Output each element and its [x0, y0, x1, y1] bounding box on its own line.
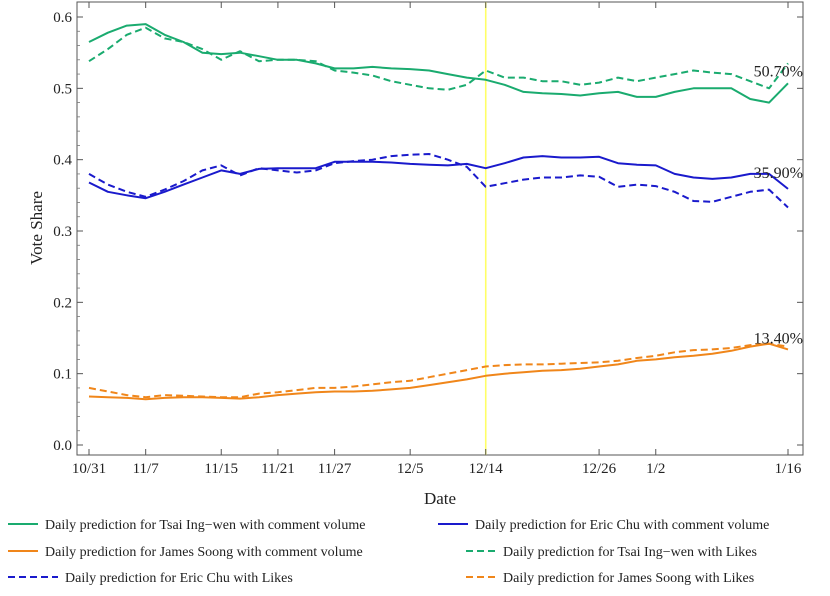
- legend-item: Daily prediction for James Soong with co…: [8, 545, 363, 560]
- legend-label: Daily prediction for Eric Chu with comme…: [475, 518, 769, 533]
- x-tick-label: 12/5: [397, 461, 424, 477]
- series-end-label: 35.90%: [754, 165, 803, 182]
- legend: Daily prediction for Tsai Ing−wen with c…: [8, 518, 769, 586]
- legend-item: Daily prediction for Tsai Ing−wen with c…: [8, 518, 365, 533]
- series-end-label: 50.70%: [754, 64, 803, 81]
- y-tick-label: 0.2: [53, 295, 72, 311]
- end-labels: 50.70% 35.90% 13.40%: [754, 64, 803, 348]
- x-tick-label: 1/16: [775, 461, 802, 477]
- plot-frame: [76, 1, 804, 456]
- series-line: [88, 342, 789, 399]
- legend-item: Daily prediction for James Soong with Li…: [466, 571, 754, 586]
- x-tick-label: 11/21: [261, 461, 295, 477]
- legend-label: Daily prediction for James Soong with Li…: [503, 571, 754, 586]
- legend-label: Daily prediction for Tsai Ing−wen with c…: [45, 518, 365, 533]
- x-tick-label: 12/14: [469, 461, 504, 477]
- x-tick-label: 11/15: [204, 461, 238, 477]
- legend-item: Daily prediction for Eric Chu with comme…: [438, 518, 769, 533]
- legend-item: Daily prediction for Eric Chu with Likes: [8, 571, 293, 586]
- x-tick-label: 10/31: [72, 461, 106, 477]
- x-tick-label: 12/26: [582, 461, 617, 477]
- y-tick-label: 0.6: [53, 10, 72, 26]
- y-tick-label: 0.0: [53, 438, 72, 454]
- y-tick-label: 0.3: [53, 224, 72, 240]
- legend-label: Daily prediction for Eric Chu with Likes: [65, 571, 293, 586]
- x-axis: 10/31 11/7 11/15 11/21 11/27 12/5 12/14 12/26 1/…: [72, 2, 802, 477]
- series-line: [88, 153, 789, 209]
- y-axis: 0.0 0.1 0.2 0.3 0.4 0.5 0.6: [53, 10, 803, 454]
- y-tick-label: 0.4: [53, 153, 72, 169]
- y-tick-label: 0.5: [53, 81, 72, 97]
- series-line: [88, 26, 789, 91]
- legend-label: Daily prediction for Tsai Ing−wen with L…: [503, 545, 757, 560]
- legend-label: Daily prediction for James Soong with co…: [45, 545, 363, 560]
- x-tick-label: 11/27: [318, 461, 352, 477]
- legend-item: Daily prediction for Tsai Ing−wen with L…: [466, 545, 757, 560]
- series-line: [88, 23, 789, 104]
- series-lines: [88, 23, 789, 401]
- x-axis-title: Date: [424, 489, 456, 508]
- series-end-label: 13.40%: [754, 330, 803, 347]
- y-axis-title: Vote Share: [27, 191, 46, 265]
- plot-border: [76, 1, 804, 456]
- series-line: [88, 342, 789, 401]
- x-tick-label: 11/7: [133, 461, 160, 477]
- series-line: [88, 155, 789, 200]
- x-tick-label: 1/2: [646, 461, 665, 477]
- y-tick-label: 0.1: [53, 367, 72, 383]
